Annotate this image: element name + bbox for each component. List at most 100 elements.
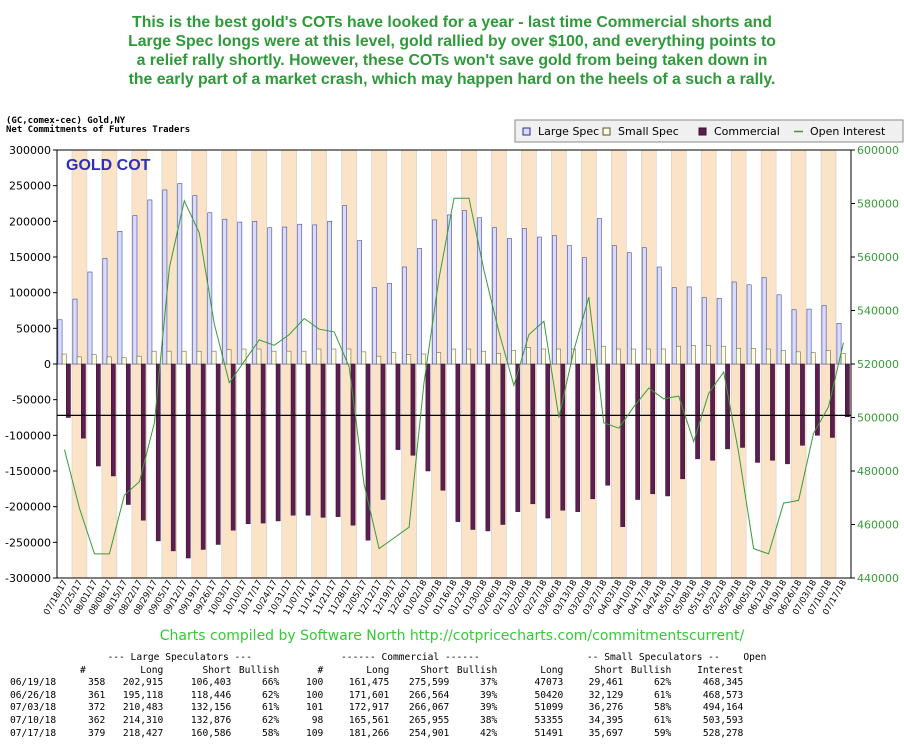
headline-line: This is the best gold's COTs have looked… bbox=[132, 14, 772, 31]
table-header-cell: Short bbox=[202, 664, 232, 676]
open-interest-line bbox=[64, 197, 844, 555]
large-spec-bar bbox=[87, 271, 93, 365]
commercial-bar bbox=[680, 363, 685, 480]
table-header-cell: Short bbox=[594, 664, 624, 676]
legend-label: Open Interest bbox=[810, 125, 886, 138]
small-spec-bar bbox=[241, 348, 247, 365]
large-spec-bar bbox=[671, 287, 677, 365]
commercial-bar bbox=[590, 363, 596, 500]
table-cell: 62% bbox=[654, 677, 672, 689]
commercial-bar bbox=[725, 363, 730, 450]
table-header-cell: Short bbox=[420, 664, 450, 676]
commercial-bar bbox=[140, 363, 146, 521]
table-cell: 379 bbox=[88, 727, 106, 739]
table-cell: 118,446 bbox=[190, 689, 232, 701]
table-header-row: # Long Short Bullish # Long Short Bullis… bbox=[0, 665, 766, 678]
large-spec-bar bbox=[537, 236, 542, 365]
commercial-bar bbox=[545, 363, 551, 519]
table-cell: 50420 bbox=[534, 689, 564, 701]
large-spec-bar bbox=[522, 228, 527, 365]
table-cell: 51491 bbox=[534, 727, 564, 739]
right-tick-label: 480000 bbox=[857, 465, 899, 478]
table-cell: 361 bbox=[88, 689, 106, 701]
table-cell: 34,395 bbox=[588, 714, 624, 726]
small-spec-bar bbox=[481, 350, 487, 365]
small-spec-bar bbox=[466, 348, 472, 365]
table-header-cell: Bullish bbox=[238, 664, 280, 676]
left-tick-label: 200000 bbox=[9, 215, 51, 228]
right-tick-label: 440000 bbox=[857, 572, 899, 585]
large-spec-bar bbox=[267, 227, 273, 365]
large-spec-bar bbox=[207, 212, 213, 365]
table-header-cell: # bbox=[80, 664, 86, 676]
commercial-bar bbox=[320, 363, 326, 518]
left-tick-label: -250000 bbox=[5, 536, 51, 549]
commercial-bar bbox=[635, 363, 641, 500]
table-row: 06/19/18 358 202,915 106,403 66% 100 161,475 27… bbox=[0, 677, 766, 690]
table-cell: 42% bbox=[480, 727, 498, 739]
table-cell: 210,483 bbox=[122, 702, 164, 714]
large-spec-bar bbox=[177, 183, 183, 365]
commercial-bar bbox=[755, 363, 760, 463]
left-tick-label: 150000 bbox=[9, 251, 51, 264]
table-cell: 101 bbox=[306, 702, 324, 714]
left-tick-label: 250000 bbox=[9, 180, 51, 193]
small-spec-bar bbox=[616, 348, 621, 365]
large-spec-bar bbox=[462, 210, 467, 365]
small-spec-bar bbox=[795, 351, 801, 365]
table-row: 07/03/18 372 210,483 132,156 61% 101 172,917 26… bbox=[0, 702, 766, 715]
small-spec-bar bbox=[571, 348, 576, 365]
large-spec-bar bbox=[432, 219, 437, 365]
commercial-bar bbox=[710, 363, 715, 461]
table-cell: 160,586 bbox=[190, 727, 232, 739]
commercial-bar bbox=[170, 363, 176, 552]
commercial-bar bbox=[66, 363, 71, 418]
commercial-bar bbox=[365, 363, 371, 541]
commercial-bar bbox=[515, 363, 521, 512]
large-spec-bar bbox=[656, 266, 662, 365]
legend-box bbox=[514, 119, 904, 143]
large-spec-bar bbox=[761, 277, 767, 365]
small-spec-bar bbox=[676, 345, 681, 365]
small-spec-bar bbox=[631, 348, 636, 365]
table-group-header: --- Large Speculators --- bbox=[107, 652, 252, 663]
chart-subtitle: Net Commitments of Futures Traders bbox=[6, 125, 191, 135]
table-cell: 275,599 bbox=[408, 677, 450, 689]
table-cell: 32,129 bbox=[588, 689, 624, 701]
table-header-cell: Bullish bbox=[456, 664, 498, 676]
table-header-cell: Bullish bbox=[630, 664, 672, 676]
table-cell: 494,164 bbox=[702, 702, 744, 714]
large-spec-bar bbox=[57, 319, 63, 365]
small-spec-bar bbox=[721, 345, 726, 365]
small-spec-bar bbox=[421, 353, 427, 365]
commercial-bar bbox=[245, 363, 251, 525]
large-spec-bar bbox=[492, 227, 497, 365]
table-cell: 66% bbox=[262, 677, 280, 689]
small-spec-bar bbox=[825, 350, 831, 365]
large-spec-bar bbox=[147, 199, 153, 365]
commercial-bar bbox=[770, 363, 775, 461]
large-spec-bar bbox=[222, 218, 228, 365]
table-header-cell: Long bbox=[140, 664, 164, 676]
large-spec-bar bbox=[611, 245, 617, 365]
large-spec-bar bbox=[387, 283, 392, 365]
small-spec-bar bbox=[391, 352, 397, 365]
large-spec-bar bbox=[567, 245, 572, 365]
table-cell: 53355 bbox=[534, 714, 564, 726]
commercial-bar bbox=[395, 363, 401, 450]
table-cell: 266,564 bbox=[408, 689, 450, 701]
table-cell: 61% bbox=[262, 702, 280, 714]
small-spec-bar bbox=[61, 353, 67, 365]
commercial-bar bbox=[350, 363, 356, 526]
commercial-bar bbox=[620, 363, 626, 527]
large-spec-bar bbox=[237, 221, 243, 365]
large-spec-bar bbox=[192, 195, 198, 365]
commercial-bar bbox=[335, 363, 341, 517]
commercial-bar bbox=[815, 363, 820, 436]
table-cell: 35,697 bbox=[588, 727, 624, 739]
table-cell: 132,876 bbox=[190, 714, 232, 726]
small-spec-bar bbox=[780, 350, 786, 365]
table-cell: 100 bbox=[306, 689, 324, 701]
table-cell: 62% bbox=[262, 689, 280, 701]
large-spec-bar bbox=[701, 297, 707, 365]
